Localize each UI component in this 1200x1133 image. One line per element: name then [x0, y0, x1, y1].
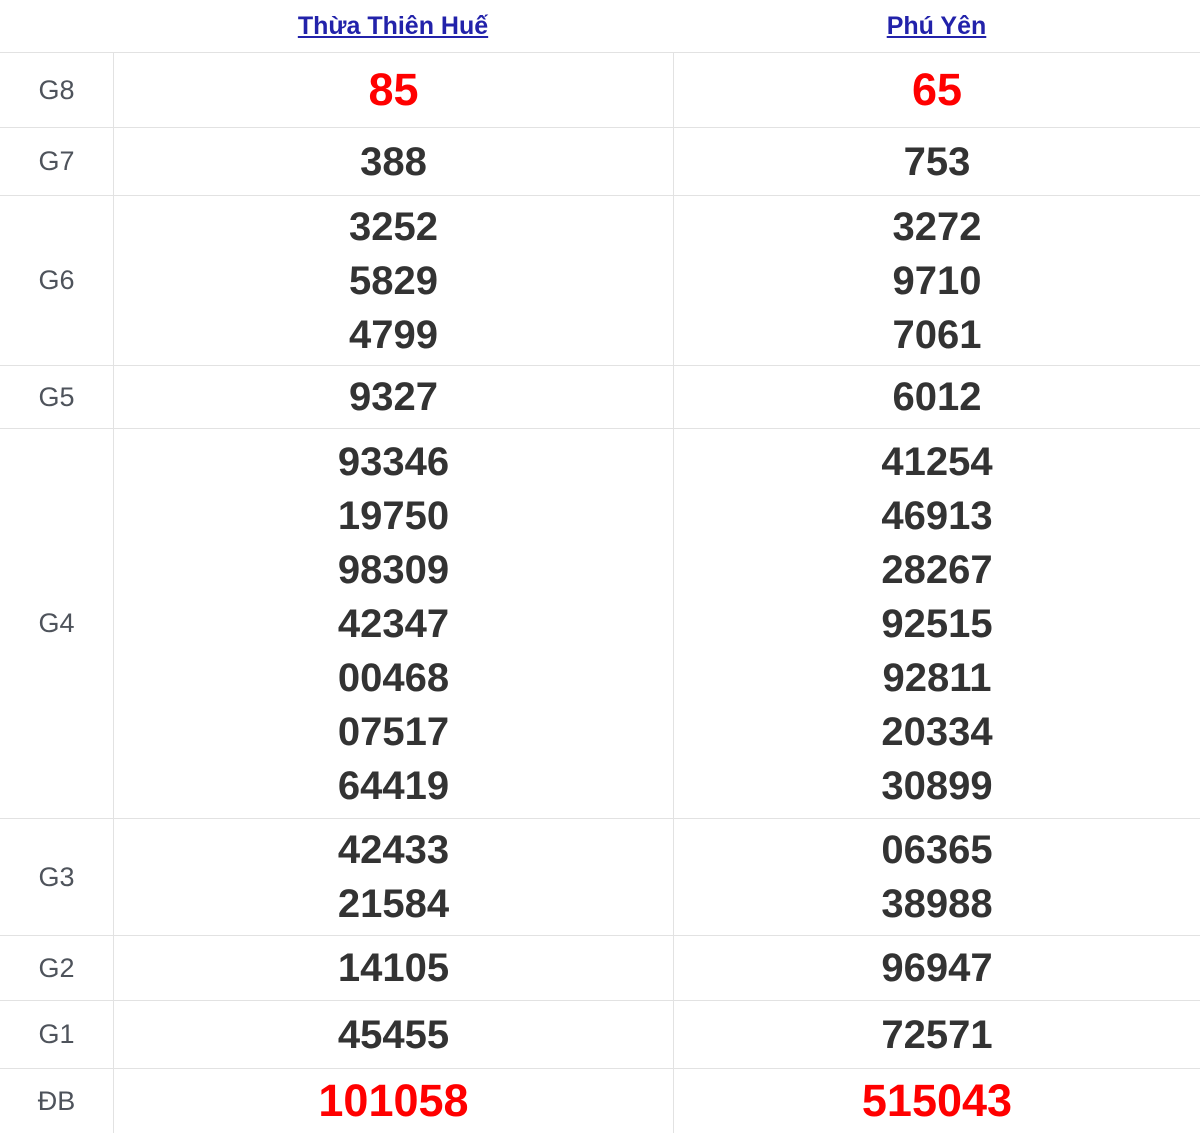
prize-row-db: ĐB 101058 515043	[0, 1068, 1200, 1133]
prize-number: 65	[911, 64, 963, 115]
province-link-hue[interactable]: Thừa Thiên Huế	[297, 11, 489, 40]
prize-number: 753	[903, 139, 971, 184]
prize-row-g8: G8 85 65	[0, 52, 1200, 127]
g3-hue-cell: 42433 21584	[113, 819, 673, 935]
prize-number: 92811	[882, 655, 992, 700]
prize-label-g7: G7	[38, 146, 75, 176]
prize-row-g4: G4 93346 19750 98309 42347 00468 07517 6…	[0, 428, 1200, 818]
prize-number: 45455	[337, 1012, 450, 1057]
header-cell-phuyen: Phú Yên	[673, 12, 1200, 41]
prize-label-g5: G5	[38, 381, 75, 412]
prize-label-g6: G6	[38, 265, 75, 295]
prize-number: 72571	[881, 1012, 993, 1057]
prize-number: 93346	[337, 439, 450, 484]
prize-number: 30899	[881, 763, 993, 808]
prize-number: 14105	[337, 946, 450, 990]
g8-hue-cell: 85	[113, 53, 673, 127]
province-link-phuyen[interactable]: Phú Yên	[886, 11, 987, 40]
prize-number: 388	[360, 139, 427, 184]
g8-phuyen-cell: 65	[673, 53, 1200, 127]
g5-phuyen-cell: 6012	[673, 366, 1200, 428]
prize-number: 5829	[349, 258, 438, 303]
prize-number: 98309	[337, 547, 450, 592]
g2-hue-cell: 14105	[113, 936, 673, 1000]
prize-row-g2: G2 14105 96947	[0, 935, 1200, 1000]
prize-row-g1: G1 45455 72571	[0, 1000, 1200, 1068]
prize-number: 515043	[861, 1075, 1013, 1126]
prize-number: 3272	[892, 204, 982, 249]
g1-phuyen-cell: 72571	[673, 1001, 1200, 1068]
prize-label-g3: G3	[38, 861, 75, 892]
province-header-row: Thừa Thiên Huế Phú Yên	[0, 0, 1200, 52]
g4-hue-cell: 93346 19750 98309 42347 00468 07517 6441…	[113, 429, 673, 818]
g6-phuyen-cell: 3272 9710 7061	[673, 196, 1200, 365]
prize-label-g1: G1	[38, 1019, 75, 1049]
g6-hue-cell: 3252 5829 4799	[113, 196, 673, 365]
g7-phuyen-cell: 753	[673, 128, 1200, 195]
prize-number: 85	[368, 64, 419, 115]
prize-number: 6012	[892, 375, 982, 419]
prize-number: 101058	[318, 1075, 469, 1126]
prize-row-g5: G5 9327 6012	[0, 365, 1200, 428]
db-hue-cell: 101058	[113, 1069, 673, 1133]
g2-phuyen-cell: 96947	[673, 936, 1200, 1000]
prize-number: 46913	[881, 493, 993, 538]
g1-hue-cell: 45455	[113, 1001, 673, 1068]
prize-number: 92515	[881, 601, 993, 646]
prize-number: 41254	[881, 439, 993, 484]
prize-number: 96947	[881, 946, 993, 990]
prize-number: 64419	[337, 763, 450, 808]
prize-number: 7061	[892, 312, 982, 357]
prize-number: 20334	[881, 709, 993, 754]
prize-number: 06365	[881, 828, 993, 872]
prize-number: 00468	[337, 655, 450, 700]
prize-number: 42433	[337, 828, 450, 872]
prize-number: 19750	[337, 493, 450, 538]
header-cell-hue: Thừa Thiên Huế	[113, 12, 673, 41]
prize-number: 21584	[337, 882, 450, 926]
prize-number: 07517	[337, 709, 450, 754]
prize-label-db: ĐB	[37, 1085, 76, 1116]
prize-label-g4: G4	[38, 608, 75, 638]
g4-phuyen-cell: 41254 46913 28267 92515 92811 20334 3089…	[673, 429, 1200, 818]
g3-phuyen-cell: 06365 38988	[673, 819, 1200, 935]
prize-number: 38988	[881, 882, 993, 926]
prize-row-g7: G7 388 753	[0, 127, 1200, 195]
db-phuyen-cell: 515043	[673, 1069, 1200, 1133]
g7-hue-cell: 388	[113, 128, 673, 195]
prize-number: 4799	[349, 312, 438, 357]
prize-number: 3252	[349, 204, 438, 249]
prize-row-g6: G6 3252 5829 4799 3272 9710 7061	[0, 195, 1200, 365]
prize-row-g3: G3 42433 21584 06365 38988	[0, 818, 1200, 935]
prize-label-g2: G2	[38, 952, 75, 983]
prize-number: 28267	[881, 547, 993, 592]
prize-number: 42347	[337, 601, 450, 646]
prize-number: 9327	[349, 375, 438, 419]
g5-hue-cell: 9327	[113, 366, 673, 428]
prize-number: 9710	[892, 258, 982, 303]
prize-label-g8: G8	[38, 74, 75, 105]
